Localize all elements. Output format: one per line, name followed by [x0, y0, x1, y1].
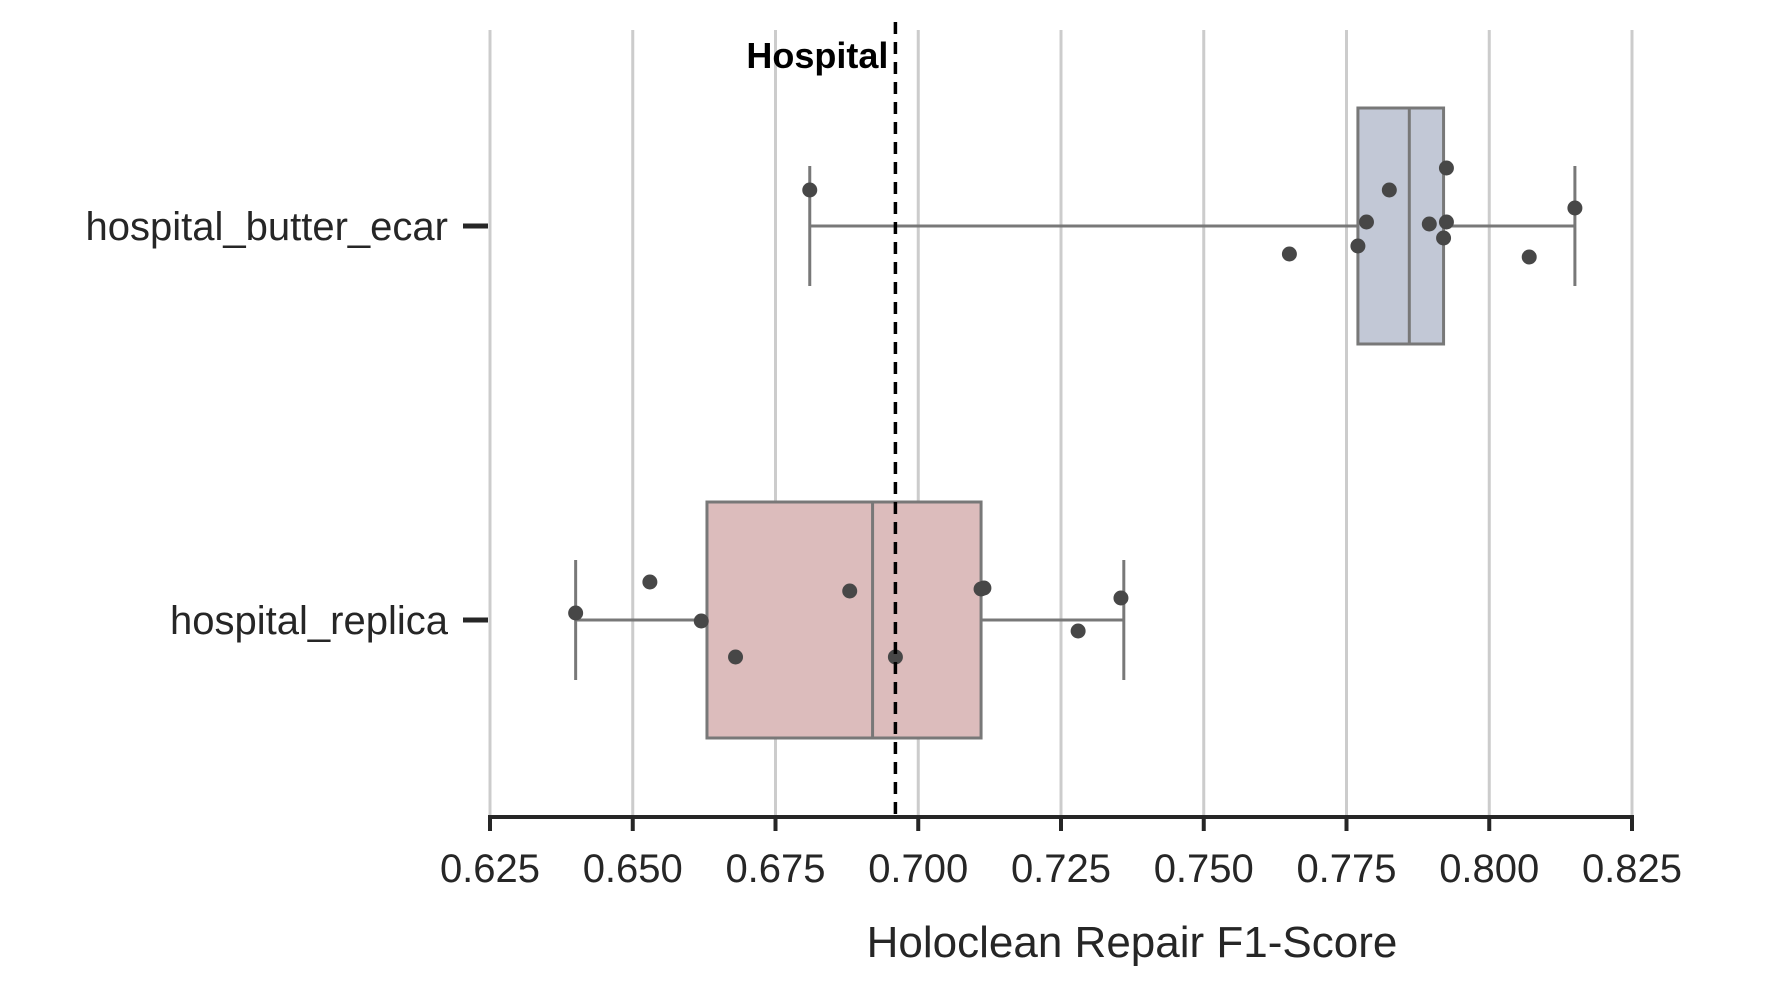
reference-line-group: Hospital: [746, 22, 898, 817]
reference-line-label: Hospital: [746, 35, 888, 76]
data-point: [1438, 160, 1454, 176]
data-point: [1358, 214, 1374, 230]
data-point: [728, 649, 744, 665]
x-tick-label: 0.675: [725, 847, 825, 891]
box-group: [574, 500, 1126, 740]
x-tick-label: 0.700: [868, 847, 968, 891]
category-label: hospital_replica: [170, 599, 449, 643]
x-tick-label: 0.775: [1296, 847, 1396, 891]
data-point: [802, 182, 818, 198]
data-point: [976, 580, 992, 596]
data-point: [1113, 590, 1129, 606]
data-point: [1281, 246, 1297, 262]
data-point: [842, 583, 858, 599]
data-point: [887, 649, 903, 665]
x-tick-label: 0.825: [1582, 847, 1682, 891]
x-tick-label: 0.725: [1011, 847, 1111, 891]
data-point: [1438, 214, 1454, 230]
data-point: [693, 613, 709, 629]
data-point: [568, 605, 584, 621]
x-tick-label: 0.625: [440, 847, 540, 891]
box-group: [808, 106, 1577, 346]
x-tick-label: 0.650: [583, 847, 683, 891]
data-point: [1521, 249, 1537, 265]
box-plot-series: [574, 106, 1577, 740]
axes: 0.625 0.650 0.675 0.700 0.725 0.750 0.775 0.800…: [86, 205, 1683, 891]
x-axis-label: Holoclean Repair F1-Score: [867, 918, 1398, 967]
data-point: [642, 574, 658, 590]
data-points: [568, 160, 1583, 665]
x-tick-label: 0.750: [1154, 847, 1254, 891]
grid-lines: [488, 30, 1634, 817]
data-point: [1567, 200, 1583, 216]
data-point: [1350, 238, 1366, 254]
data-point: [1436, 230, 1452, 246]
data-point: [1381, 182, 1397, 198]
data-point: [1070, 623, 1086, 639]
category-label: hospital_butter_ecar: [86, 205, 448, 249]
data-point: [1421, 216, 1437, 232]
box: [705, 500, 983, 740]
x-tick-label: 0.800: [1439, 847, 1539, 891]
